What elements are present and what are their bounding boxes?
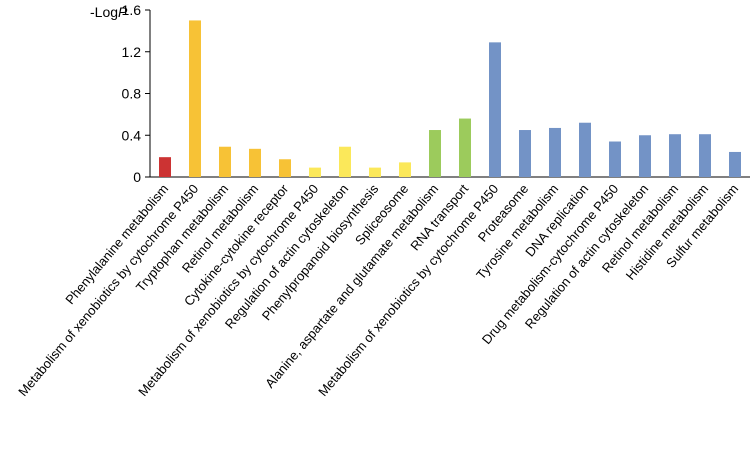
- bar: [579, 122, 591, 177]
- bars: [159, 20, 741, 178]
- bar: [189, 20, 201, 177]
- y-axis-label: -LogP: [90, 4, 128, 20]
- y-tick-label: 0: [133, 169, 141, 185]
- bar: [339, 146, 351, 177]
- bar: [279, 159, 291, 177]
- y-ticks: 0 0.4 0.8 1.2 1.6: [122, 2, 150, 185]
- bar: [159, 157, 171, 177]
- bar: [309, 167, 321, 177]
- y-tick-label: 0.8: [122, 86, 142, 102]
- bar: [429, 130, 441, 177]
- bar: [399, 162, 411, 177]
- bar: [369, 167, 381, 177]
- bar: [249, 148, 261, 177]
- bar: [519, 130, 531, 177]
- bar: [609, 141, 621, 177]
- bar: [219, 146, 231, 177]
- bar: [459, 118, 471, 177]
- bar: [549, 127, 561, 177]
- bar: [669, 134, 681, 177]
- bar: [699, 134, 711, 177]
- y-tick-label: 0.4: [122, 127, 142, 143]
- bar: [489, 42, 501, 178]
- bar: [639, 135, 651, 177]
- y-tick-label: 1.6: [122, 2, 142, 18]
- y-tick-label: 1.2: [122, 44, 142, 60]
- bar: [729, 151, 741, 177]
